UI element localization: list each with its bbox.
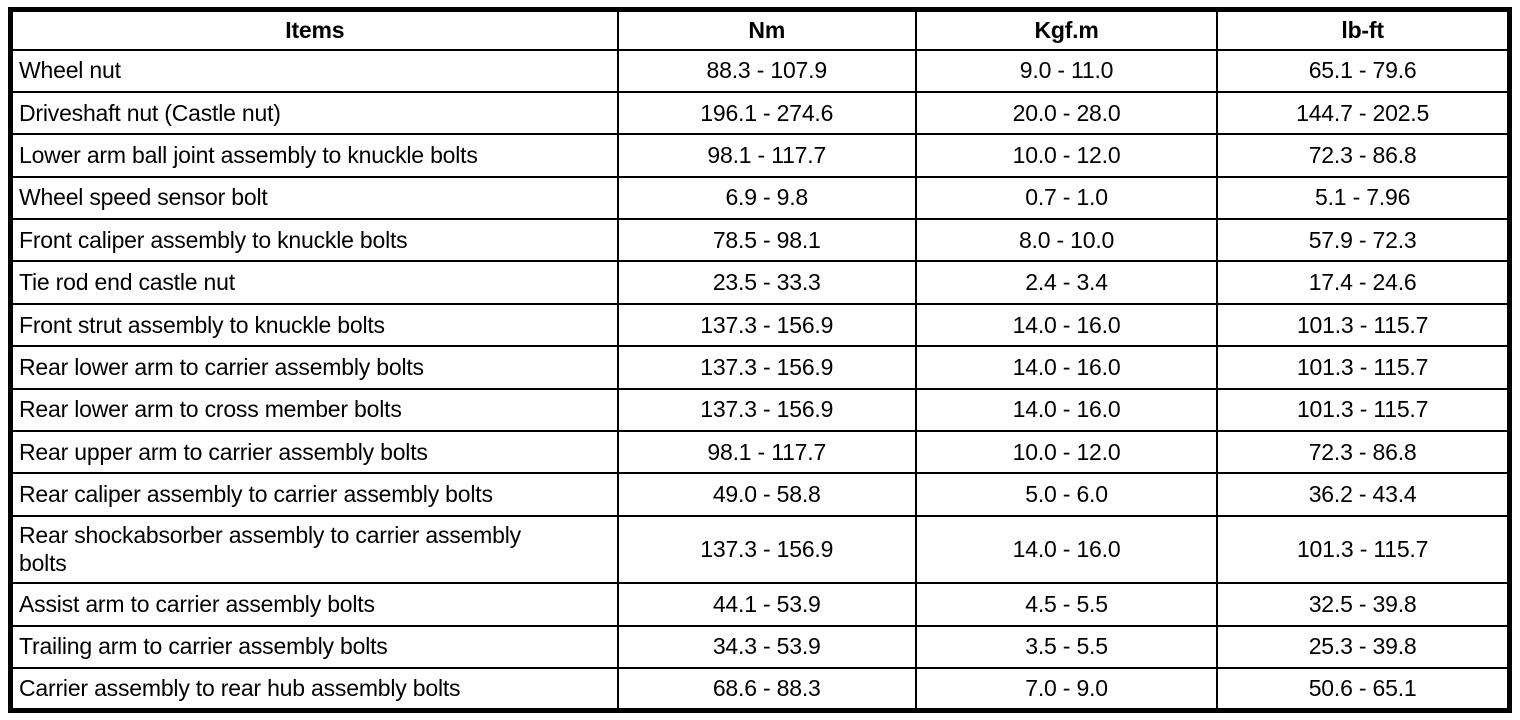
nm-cell: 137.3 - 156.9 [616,345,917,390]
kgfm-cell: 10.0 - 12.0 [914,430,1219,475]
table-row: Lower arm ball joint assembly to knuckle… [9,133,1511,178]
column-header-items: Items [9,8,619,51]
item-cell: Front strut assembly to knuckle bolts [9,302,619,348]
item-cell: Rear upper arm to carrier assembly bolts [9,430,619,475]
lbft-cell: 101.3 - 115.7 [1216,302,1511,348]
kgfm-cell: 9.0 - 11.0 [914,48,1219,93]
kgfm-cell: 4.5 - 5.5 [914,582,1219,627]
nm-cell: 98.1 - 117.7 [616,430,917,475]
item-cell: Rear caliper assembly to carrier assembl… [9,472,619,517]
nm-cell: 98.1 - 117.7 [616,133,917,178]
nm-cell: 88.3 - 107.9 [616,48,917,93]
torque-spec-table: Items Nm Kgf.m lb-ft Wheel nut 88.3 - 107.9 9… [8,7,1512,713]
table-row: Tie rod end castle nut 23.5 - 33.3 2.4 - 3… [9,260,1511,305]
header-row: Items Nm Kgf.m lb-ft [9,8,1511,51]
table-row: Rear lower arm to cross member bolts 137.… [9,387,1511,433]
nm-cell: 137.3 - 156.9 [616,302,917,348]
table-row: Wheel nut 88.3 - 107.9 9.0 - 11.0 65.1 - 79… [9,48,1511,93]
kgfm-cell: 14.0 - 16.0 [914,302,1219,348]
kgfm-cell: 8.0 - 10.0 [914,218,1219,263]
lbft-cell: 32.5 - 39.8 [1216,582,1511,627]
lbft-cell: 72.3 - 86.8 [1216,430,1511,475]
item-cell: Wheel speed sensor bolt [9,175,619,221]
table-row: Assist arm to carrier assembly bolts 44.1… [9,582,1511,627]
item-cell: Rear shockabsorber assembly to carrier a… [9,514,619,585]
kgfm-cell: 14.0 - 16.0 [914,345,1219,390]
lbft-cell: 101.3 - 115.7 [1216,387,1511,433]
lbft-cell: 5.1 - 7.96 [1216,175,1511,221]
table-row: Carrier assembly to rear hub assembly bo… [9,666,1511,712]
table-row: Rear caliper assembly to carrier assembl… [9,472,1511,517]
table-row: Trailing arm to carrier assembly bolts 34… [9,624,1511,669]
lbft-cell: 72.3 - 86.8 [1216,133,1511,178]
kgfm-cell: 2.4 - 3.4 [914,260,1219,305]
item-cell: Trailing arm to carrier assembly bolts [9,624,619,669]
lbft-cell: 57.9 - 72.3 [1216,218,1511,263]
table-row: Driveshaft nut (Castle nut) 196.1 - 274.6… [9,90,1511,136]
table-row: Rear lower arm to carrier assembly bolts… [9,345,1511,390]
lbft-cell: 50.6 - 65.1 [1216,666,1511,712]
item-cell: Lower arm ball joint assembly to knuckle… [9,133,619,178]
lbft-cell: 101.3 - 115.7 [1216,514,1511,585]
item-cell: Wheel nut [9,48,619,93]
nm-cell: 49.0 - 58.8 [616,472,917,517]
item-cell: Front caliper assembly to knuckle bolts [9,218,619,263]
lbft-cell: 144.7 - 202.5 [1216,90,1511,136]
kgfm-cell: 14.0 - 16.0 [914,387,1219,433]
item-cell: Rear lower arm to carrier assembly bolts [9,345,619,390]
table-body: Wheel nut 88.3 - 107.9 9.0 - 11.0 65.1 - 79… [9,48,1511,712]
item-cell: Carrier assembly to rear hub assembly bo… [9,666,619,712]
kgfm-cell: 14.0 - 16.0 [914,514,1219,585]
lbft-cell: 36.2 - 43.4 [1216,472,1511,517]
nm-cell: 44.1 - 53.9 [616,582,917,627]
lbft-cell: 101.3 - 115.7 [1216,345,1511,390]
kgfm-cell: 20.0 - 28.0 [914,90,1219,136]
column-header-nm: Nm [616,8,917,51]
lbft-cell: 17.4 - 24.6 [1216,260,1511,305]
item-cell: Tie rod end castle nut [9,260,619,305]
table-row: Rear upper arm to carrier assembly bolts… [9,430,1511,475]
kgfm-cell: 7.0 - 9.0 [914,666,1219,712]
table-row: Front caliper assembly to knuckle bolts 7… [9,218,1511,263]
lbft-cell: 25.3 - 39.8 [1216,624,1511,669]
kgfm-cell: 0.7 - 1.0 [914,175,1219,221]
item-cell: Assist arm to carrier assembly bolts [9,582,619,627]
kgfm-cell: 10.0 - 12.0 [914,133,1219,178]
table-row: Front strut assembly to knuckle bolts 137… [9,302,1511,348]
nm-cell: 196.1 - 274.6 [616,90,917,136]
table-row: Rear shockabsorber assembly to carrier a… [9,514,1511,585]
kgfm-cell: 5.0 - 6.0 [914,472,1219,517]
item-cell: Driveshaft nut (Castle nut) [9,90,619,136]
column-header-lbft: lb-ft [1216,8,1511,51]
column-header-kgfm: Kgf.m [914,8,1219,51]
nm-cell: 137.3 - 156.9 [616,514,917,585]
nm-cell: 78.5 - 98.1 [616,218,917,263]
table-row: Wheel speed sensor bolt 6.9 - 9.8 0.7 - 1.… [9,175,1511,221]
nm-cell: 137.3 - 156.9 [616,387,917,433]
lbft-cell: 65.1 - 79.6 [1216,48,1511,93]
nm-cell: 6.9 - 9.8 [616,175,917,221]
nm-cell: 23.5 - 33.3 [616,260,917,305]
nm-cell: 34.3 - 53.9 [616,624,917,669]
kgfm-cell: 3.5 - 5.5 [914,624,1219,669]
item-cell: Rear lower arm to cross member bolts [9,387,619,433]
nm-cell: 68.6 - 88.3 [616,666,917,712]
